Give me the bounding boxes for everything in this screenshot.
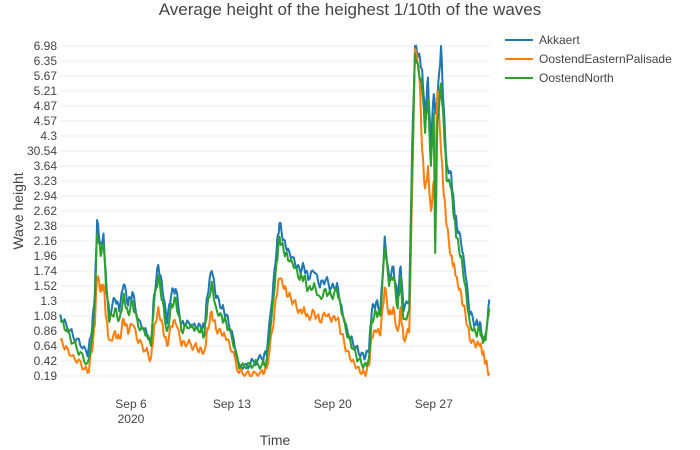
y-tick-label: 3.64 [34,159,58,173]
y-tick-label: 0.19 [34,369,58,383]
x-tick-label: Sep 13 [213,397,251,411]
y-tick-label: 5.67 [34,69,58,83]
y-axis-title: Wave height [10,172,26,249]
x-tick-label: Sep 27 [415,397,453,411]
legend: Akkaert OostendEasternPalisade OostendNort… [505,33,672,85]
y-tick-label: 1.52 [34,279,58,293]
y-tick-label: 6.98 [34,39,58,53]
y-tick-label: 4.87 [34,99,58,113]
y-tick-label: 5.21 [34,84,58,98]
chart-title: Average height of the heighest 1/10th of… [159,0,541,19]
series-line-akkaert [59,44,491,370]
legend-item-oostendnorth[interactable]: OostendNorth [505,71,614,85]
y-tick-label: 3.23 [34,174,58,188]
y-tick-label: 2.16 [34,234,58,248]
series-lines [59,44,491,377]
series-line-oostendeasternpalisade [59,48,491,377]
x-tick-sublabel: 2020 [118,412,145,426]
x-axis-title: Time [260,432,291,448]
legend-label: OostendNorth [539,71,614,85]
x-tick-label: Sep 6 [115,397,147,411]
y-tick-label: 0.42 [34,354,58,368]
y-tick-label: 4.57 [34,114,58,128]
y-tick-labels: 0.190.420.640.861.081.31.521.741.962.162… [27,39,57,383]
legend-item-oostendeasternpalisade[interactable]: OostendEasternPalisade [505,52,672,66]
legend-label: Akkaert [539,33,580,47]
y-tick-label: 2.94 [34,189,58,203]
y-tick-label: 1.3 [40,294,57,308]
legend-label: OostendEasternPalisade [539,52,672,66]
x-tick-label: Sep 20 [314,397,352,411]
series-line-oostendnorth [59,52,491,370]
legend-item-akkaert[interactable]: Akkaert [505,33,580,47]
y-tick-label: 1.74 [34,264,58,278]
y-tick-label: 30.54 [27,144,57,158]
y-tick-label: 1.96 [34,249,58,263]
y-tick-label: 4.3 [40,129,57,143]
y-tick-label: 2.62 [34,204,58,218]
y-tick-label: 1.08 [34,309,58,323]
y-tick-label: 6.35 [34,54,58,68]
y-tick-label: 2.38 [34,219,58,233]
y-tick-label: 0.64 [34,339,58,353]
y-tick-label: 0.86 [34,324,58,338]
